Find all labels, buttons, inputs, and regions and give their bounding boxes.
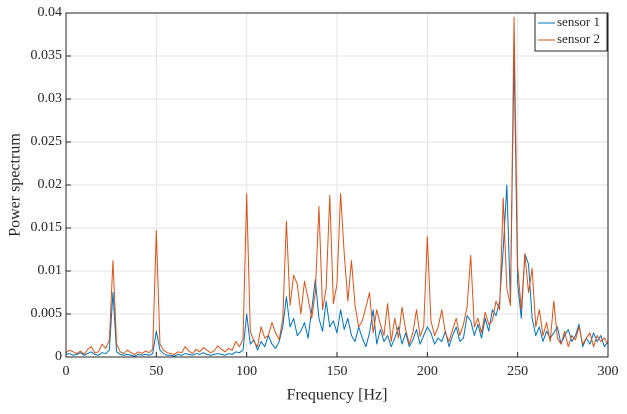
x-tick-label: 250 bbox=[507, 364, 528, 379]
x-tick-label: 300 bbox=[598, 364, 619, 379]
legend-label: sensor 2 bbox=[557, 31, 600, 46]
data-line bbox=[65, 16, 609, 355]
x-tick-label: 50 bbox=[149, 364, 163, 379]
y-tick-label: 0.03 bbox=[38, 91, 63, 106]
x-tick-label: 150 bbox=[327, 364, 348, 379]
y-tick-label: 0.015 bbox=[31, 220, 63, 235]
y-tick-label: 0.025 bbox=[31, 134, 63, 149]
y-tick-label: 0.035 bbox=[31, 48, 63, 63]
x-tick-label: 100 bbox=[236, 364, 257, 379]
y-axis-label: Power spectrum bbox=[7, 133, 24, 237]
x-axis-label: Frequency [Hz] bbox=[287, 387, 388, 404]
y-tick-label: 0 bbox=[55, 349, 62, 364]
legend-box bbox=[534, 12, 608, 52]
x-tick-label: 200 bbox=[417, 364, 438, 379]
y-tick-label: 0.005 bbox=[31, 306, 63, 321]
y-tick-label: 0.02 bbox=[38, 177, 63, 192]
y-tick-label: 0.01 bbox=[38, 263, 63, 278]
y-tick-label: 0.04 bbox=[38, 5, 63, 20]
plot-frame bbox=[65, 12, 609, 358]
legend-label: sensor 1 bbox=[557, 14, 600, 29]
x-tick-label: 0 bbox=[63, 364, 70, 379]
data-line bbox=[65, 55, 609, 357]
